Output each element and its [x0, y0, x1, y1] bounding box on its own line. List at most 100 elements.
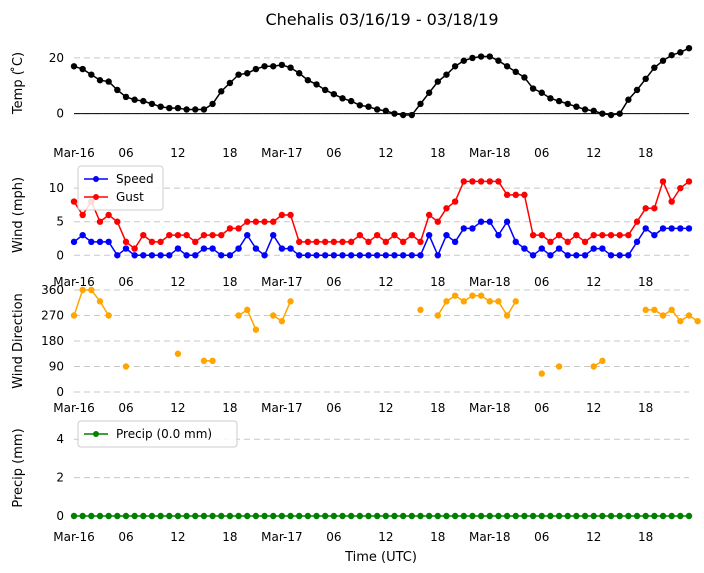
data-point [625, 512, 632, 520]
data-point [148, 238, 156, 246]
data-point [451, 63, 459, 70]
x-tick-label: Mar-17 [261, 146, 302, 160]
data-point [391, 252, 398, 259]
data-point [244, 70, 251, 77]
data-point [469, 292, 476, 299]
data-point [373, 252, 381, 259]
data-point [209, 357, 216, 365]
x-tick-label: Mar-17 [261, 401, 302, 415]
data-point [659, 178, 667, 185]
data-point [469, 512, 476, 520]
data-point [209, 512, 216, 520]
data-point [382, 107, 390, 115]
y-tick-label: 5 [56, 215, 64, 229]
data-point [96, 218, 104, 225]
data-point [581, 252, 589, 259]
x-tick-label: 18 [222, 401, 237, 415]
data-point [70, 512, 78, 520]
x-tick-label: Mar-16 [53, 275, 94, 289]
data-point [443, 512, 450, 520]
data-point [599, 110, 606, 117]
x-tick-label: Mar-18 [469, 275, 510, 289]
x-tick-label: Mar-17 [261, 530, 302, 544]
data-point [166, 104, 173, 112]
data-point [122, 93, 130, 101]
x-tick-label: Mar-18 [469, 146, 510, 160]
data-point [105, 78, 112, 85]
data-point [599, 357, 606, 365]
data-point [391, 512, 398, 520]
data-point [590, 512, 597, 520]
data-point [321, 512, 329, 520]
data-point [157, 512, 164, 520]
data-point [365, 252, 372, 259]
data-point [192, 512, 199, 520]
data-point [668, 306, 675, 314]
data-point [70, 312, 78, 319]
data-point [408, 231, 416, 239]
data-point [486, 298, 493, 305]
data-point [564, 512, 571, 520]
data-point [313, 238, 320, 246]
x-tick-label: Mar-18 [469, 401, 510, 415]
data-point [296, 70, 303, 77]
data-point [651, 64, 658, 71]
data-point [218, 252, 225, 259]
data-point [105, 211, 112, 219]
data-point [278, 512, 286, 520]
data-point [313, 252, 320, 259]
y-tick-label: 4 [56, 432, 64, 446]
x-tick-label: 06 [534, 146, 549, 160]
data-point [651, 205, 658, 212]
data-point [209, 100, 216, 108]
x-tick-label: 06 [534, 275, 549, 289]
data-point [200, 357, 208, 365]
data-point [356, 231, 364, 239]
data-point [339, 95, 346, 102]
data-point [296, 238, 303, 246]
data-point [347, 252, 355, 259]
data-point [174, 231, 182, 239]
data-point [512, 191, 519, 199]
legend-marker [93, 194, 99, 200]
data-point [261, 63, 268, 70]
wind-direction-panel: 0 90 180 270 360 Wind Direction Mar-16 06 12 18 Ma… [11, 283, 701, 415]
data-point [347, 238, 355, 246]
y-tick-label: 20 [49, 51, 64, 65]
legend-label: Speed [116, 172, 154, 186]
data-point [148, 100, 156, 108]
data-point [252, 218, 260, 225]
data-point [555, 512, 563, 520]
data-point [451, 512, 459, 520]
data-point [460, 225, 467, 232]
data-point [131, 245, 138, 252]
data-point [114, 512, 121, 520]
data-point [529, 231, 537, 239]
x-tick-label: 06 [326, 146, 341, 160]
data-point [235, 312, 242, 319]
data-point [486, 53, 493, 60]
data-point [382, 512, 390, 520]
data-point [105, 312, 112, 319]
legend-marker [93, 431, 99, 437]
data-point [261, 512, 268, 520]
data-point [512, 68, 519, 76]
data-point [339, 512, 346, 520]
data-point [209, 231, 216, 239]
data-point [261, 218, 268, 225]
data-point [226, 252, 234, 259]
data-point [677, 49, 684, 56]
data-point [512, 238, 519, 246]
data-point [477, 178, 485, 185]
data-point [451, 238, 459, 246]
data-point [88, 512, 95, 520]
x-tick-label: 12 [378, 146, 393, 160]
data-point [79, 231, 86, 239]
y-axis-label: Precip (mm) [11, 428, 26, 507]
data-point [339, 252, 346, 259]
data-point [547, 512, 554, 520]
data-point [573, 512, 580, 520]
data-point [122, 512, 130, 520]
data-point [616, 252, 623, 259]
y-tick-label: 0 [56, 107, 64, 121]
